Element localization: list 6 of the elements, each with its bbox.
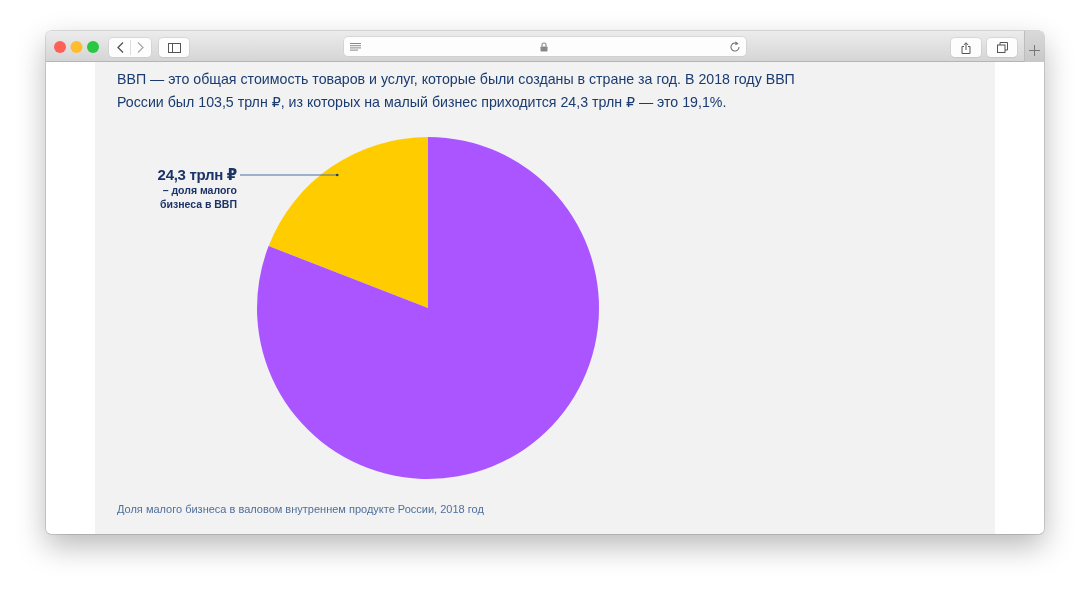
chart-title: ВВП — это общая стоимость товаров и услуг, которые были созданы в стране за год. В 2018 году ВВП России был 103,5 трлн ₽, из которых на малый бизнес приходится 24,3 трлн ₽ — это 19,1%. [117,70,796,112]
text: – доля малого бизнеса в ВВП [159,183,237,212]
pie-slice [268,137,428,308]
text: Доля малого бизнеса в валовом внутреннем продукте России, 2018 год [117,502,484,516]
pie-slice [257,137,599,479]
text: 24,3 трлн ₽ [156,166,237,184]
